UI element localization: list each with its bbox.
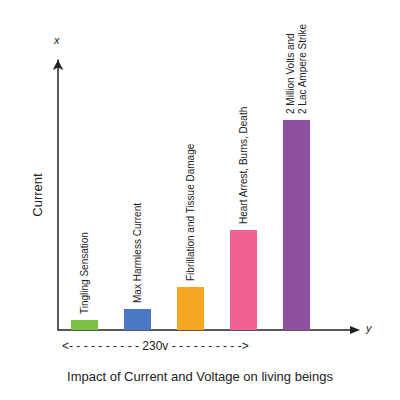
svg-text:2 Lac Ampere Strike: 2 Lac Ampere Strike [297,24,308,114]
svg-text:2 Million Volts and: 2 Million Volts and [285,33,296,114]
svg-text:Max Harmless Current: Max Harmless Current [132,203,143,303]
svg-text:Current: Current [30,173,45,217]
svg-text:Impact of Current and Voltage: Impact of Current and Voltage on living … [67,369,333,384]
svg-text:y: y [365,322,373,334]
svg-text:<- - - - - - - - - - 230v - -: <- - - - - - - - - - 230v - - - - - - - … [62,339,249,353]
svg-text:Tingling Sensation: Tingling Sensation [79,232,90,314]
svg-text:x: x [53,34,60,46]
svg-text:Fibrillation and Tissue Damage: Fibrillation and Tissue Damage [185,143,196,281]
svg-text:Heart Arrest, Burns, Death: Heart Arrest, Burns, Death [238,107,249,224]
